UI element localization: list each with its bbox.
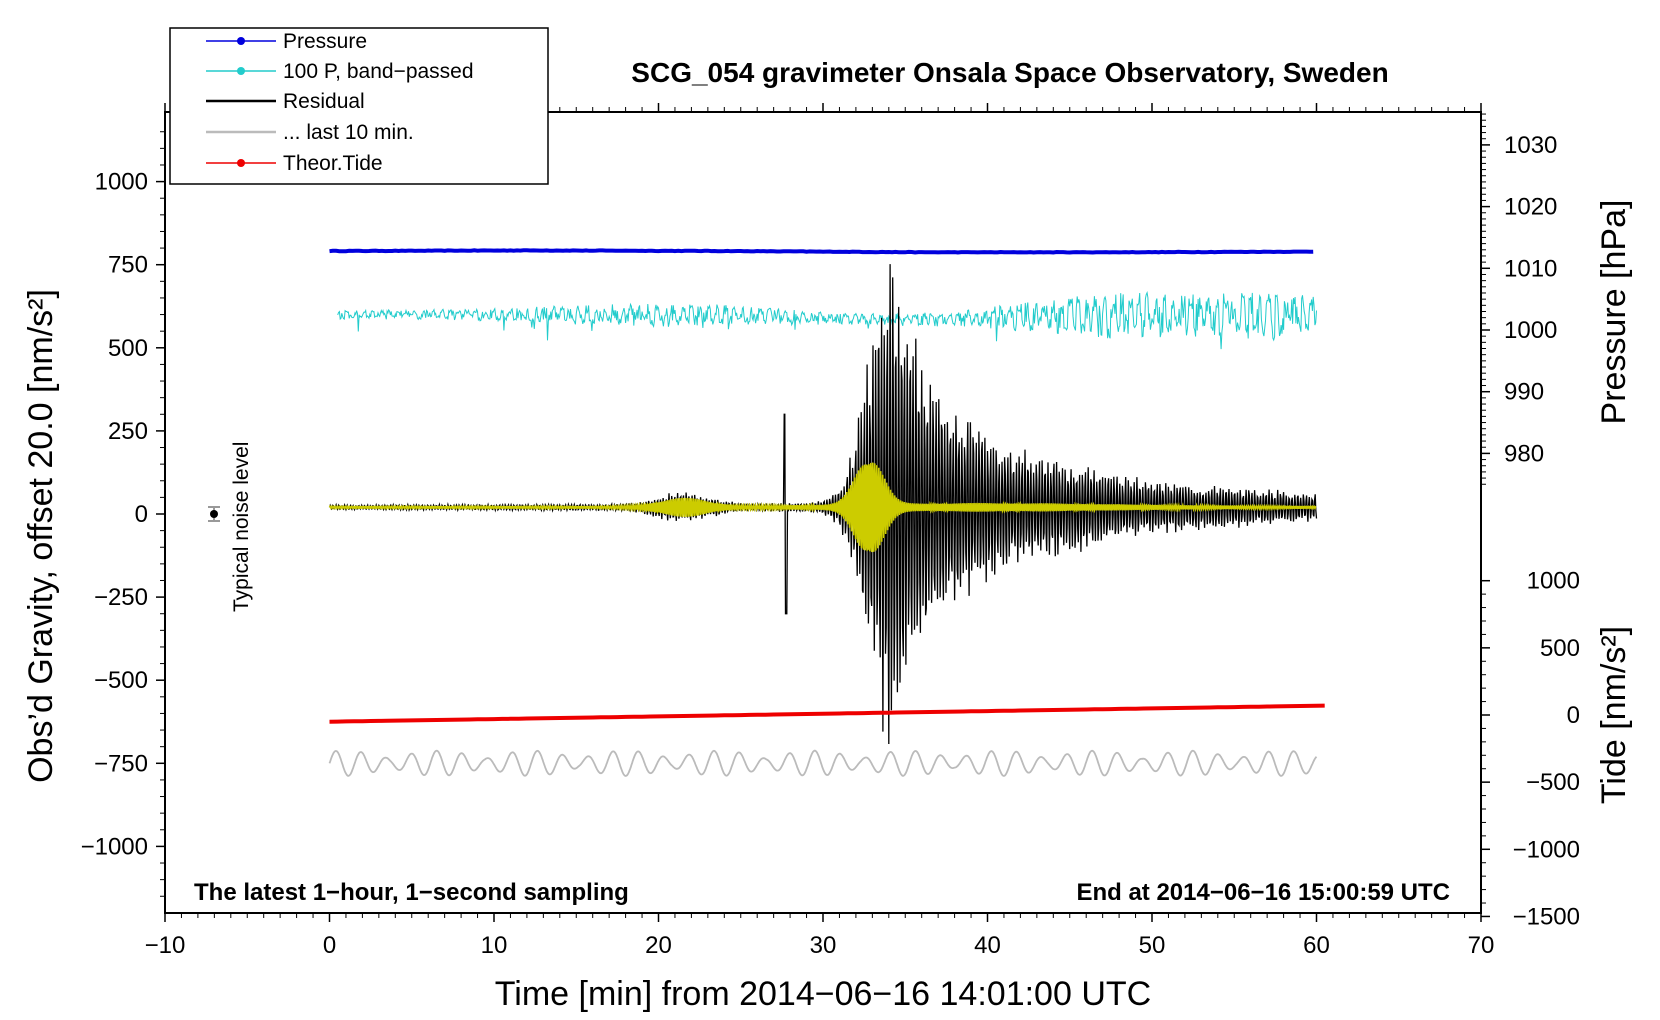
y-left-tick-label: −1000 [81,833,148,860]
series-last-10-min [328,749,1318,777]
noise-level-label: Typical noise level [230,442,253,612]
legend-pressure-marker [237,37,245,45]
pressure-tick-label: 1020 [1504,194,1557,221]
legend: Pressure 100 P, band−passed Residual ...… [169,27,549,185]
x-axis-label: Time [min] from 2014−06−16 14:01:00 UTC [495,975,1151,1013]
x-tick-label: 60 [1303,932,1330,959]
x-tick-label: 50 [1139,932,1166,959]
noise-level-point [210,510,218,518]
x-tick-label: 20 [645,932,672,959]
axis-ticks: −10 0 10 20 30 40 50 60 7010007505002500−250−500… [81,103,1580,959]
plot-frame [164,111,1482,914]
data-series [328,248,1325,777]
pressure-tick-label: 1030 [1504,132,1557,159]
y-left-tick-label: 0 [135,501,148,528]
tide-tick-label: 1000 [1527,568,1580,595]
series-tide [329,703,1325,724]
legend-tide-marker [237,159,245,167]
pressure-tick-label: 1010 [1504,255,1557,282]
y-axis-label-gravity: Obs’d Gravity, offset 20.0 [nm/s²] [22,289,60,783]
legend-box [169,27,549,185]
legend-last10-label: ... last 10 min. [283,121,414,144]
tide-tick-label: −1000 [1513,836,1580,863]
series-bandpassed [337,291,1317,350]
x-tick-label: 30 [810,932,837,959]
x-tick-label: −10 [145,932,186,959]
series-residual [328,264,1318,745]
legend-pressure-label: Pressure [283,30,367,53]
y-left-tick-label: 250 [108,418,148,445]
tide-tick-label: 0 [1567,702,1580,729]
y-left-tick-label: −750 [94,750,148,777]
y-left-tick-label: 1000 [95,169,148,196]
series-pressure [329,248,1314,255]
legend-bandpassed-marker [237,67,245,75]
legend-bandpassed-label: 100 P, band−passed [283,60,474,83]
legend-residual-label: Residual [283,90,365,113]
y-left-tick-label: −500 [94,667,148,694]
y-left-tick-label: −250 [94,584,148,611]
y-axis-label-tide: Tide [nm/s²] [1595,626,1633,804]
tide-tick-label: −500 [1526,769,1580,796]
x-tick-label: 70 [1468,932,1495,959]
annotation-end-time: End at 2014−06−16 15:00:59 UTC [1076,879,1450,906]
series-residual-filtered [328,462,1317,553]
y-axis-label-pressure: Pressure [hPa] [1595,200,1633,425]
pressure-tick-label: 990 [1504,379,1544,406]
x-tick-label: 0 [323,932,336,959]
tide-tick-label: −1500 [1513,903,1580,930]
x-tick-label: 10 [481,932,508,959]
legend-tide-label: Theor.Tide [283,152,383,175]
tide-tick-label: 500 [1540,635,1580,662]
chart-title: SCG_054 gravimeter Onsala Space Observat… [631,57,1388,88]
pressure-tick-label: 1000 [1504,317,1557,344]
y-left-tick-label: 750 [108,252,148,279]
x-tick-label: 40 [974,932,1001,959]
y-left-tick-label: 500 [108,335,148,362]
annotation-sampling: The latest 1−hour, 1−second sampling [194,879,629,906]
pressure-tick-label: 980 [1504,440,1544,467]
